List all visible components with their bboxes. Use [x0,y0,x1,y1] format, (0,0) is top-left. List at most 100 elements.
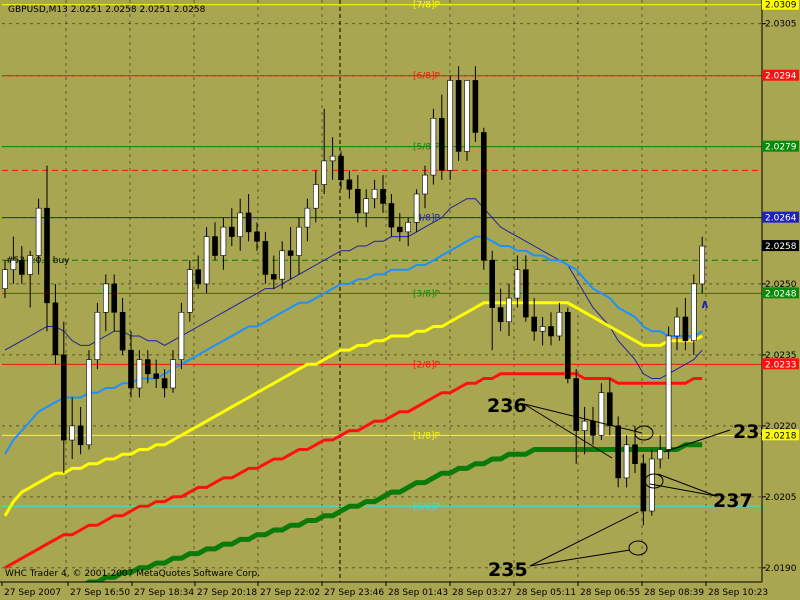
candle-bear [480,132,487,261]
ma-yellow [3,301,703,517]
candle-bear [640,463,647,512]
annotation-label: 235 [488,559,528,581]
candle-bear [396,226,403,233]
y-tick-label: 2.0305 [765,20,797,30]
candle-bull [657,449,664,460]
candle-bull [304,207,311,228]
candle-bull [690,283,697,341]
candle-bear [153,373,159,379]
candle-bear [254,231,260,242]
candle-bear [145,359,151,375]
candle-bull [35,207,42,256]
candle-bear [245,212,252,233]
candle-bull [430,117,437,176]
candle-bull [103,283,109,313]
candle-bull [464,80,470,152]
candle-bull [371,188,378,200]
candle-bear [615,425,622,479]
candle-bear [44,207,50,304]
x-tick-label: 27 Sep 18:34 [134,588,194,598]
marker-circle [628,540,648,556]
candle-bull [556,311,563,337]
candle-bear [489,259,496,308]
candle-bear [18,259,25,275]
candle-bear [346,179,353,190]
price-tag-label: 2.0264 [765,214,797,224]
x-tick-label: 28 Sep 01:43 [388,588,448,598]
candle-bull [94,311,101,360]
candles [2,66,706,526]
y-tick-label: 2.0250 [765,280,797,290]
pointer-line [663,429,731,453]
candle-bull [136,359,143,389]
murrey-label: [6/8]P [413,72,441,82]
candle-bull [312,184,319,209]
candle-bull [413,193,420,223]
candle-bear [270,274,277,280]
pointer-line [649,483,717,497]
candle-bear [287,250,294,256]
candle-bear [548,326,554,337]
murrey-label: [3/8]P [413,289,441,299]
price-tag [762,287,799,299]
murrey-label: [5/8]P [413,143,441,153]
candle-bull [447,80,454,171]
murrey-label: [1/8]P [413,431,441,441]
y-tick-label: 2.0220 [765,422,797,432]
copyright-text: WHC Trader 4, © 2001-2007 MetaQuotes Sof… [5,569,261,579]
annotation-label: 236 [487,395,527,417]
x-tick-label: 27 Sep 2007 [4,588,61,598]
candle-bear [522,269,529,318]
price-tag-label: 2.0248 [765,289,797,299]
candle-bear [632,444,638,465]
price-axis-bg [762,0,800,600]
candle-bear [119,311,126,351]
marker-circle [644,473,664,489]
price-tag [762,240,799,252]
candle-bear [195,269,201,285]
candle-bear [497,307,504,323]
candle-bull [170,359,176,389]
arrow-marker-icon: ∧ [700,297,710,311]
x-tick-label: 28 Sep 06:55 [580,588,640,598]
plot-background [0,0,762,582]
symbol-info: GBPUSD,M13 2.0251 2.0258 2.0251 2.0258 [8,5,206,15]
candle-bull [422,174,428,195]
price-tag [762,69,799,81]
candle-bear [531,316,538,332]
candle-bear [380,188,386,204]
candle-bull [514,269,521,299]
candle-bull [581,420,588,431]
annotation-label: 237 [713,490,753,512]
marker-circle [634,425,654,441]
candle-bull [699,245,706,285]
candle-bull [506,297,512,323]
candle-bull [329,155,336,162]
pointer-line [523,403,643,434]
price-tag-label: 2.0294 [765,72,797,82]
candle-bull [405,222,412,233]
candle-bear [128,349,134,389]
candle-bull [363,198,370,214]
price-tag-label: 2.0279 [765,143,797,153]
candle-bear [455,80,462,152]
ma-blue [4,235,703,455]
candle-bull [220,226,227,256]
candle-bull [623,444,630,479]
candle-bull [665,335,672,450]
candle-bull [539,326,546,332]
y-tick-label: 2.0190 [765,564,797,574]
candle-bull [2,269,8,289]
pointer-line [523,403,613,459]
y-tick-label: 2.0235 [765,351,797,361]
murrey-label: [0/8]P [413,502,441,512]
candle-bear [590,420,596,436]
murrey-label: [4/8]P [413,214,441,224]
ma-green [43,442,703,600]
price-tag [762,429,799,441]
candle-bear [573,378,580,431]
ma-red [4,372,703,570]
candle-bear [338,155,344,181]
x-tick-label: 28 Sep 03:27 [452,588,512,598]
